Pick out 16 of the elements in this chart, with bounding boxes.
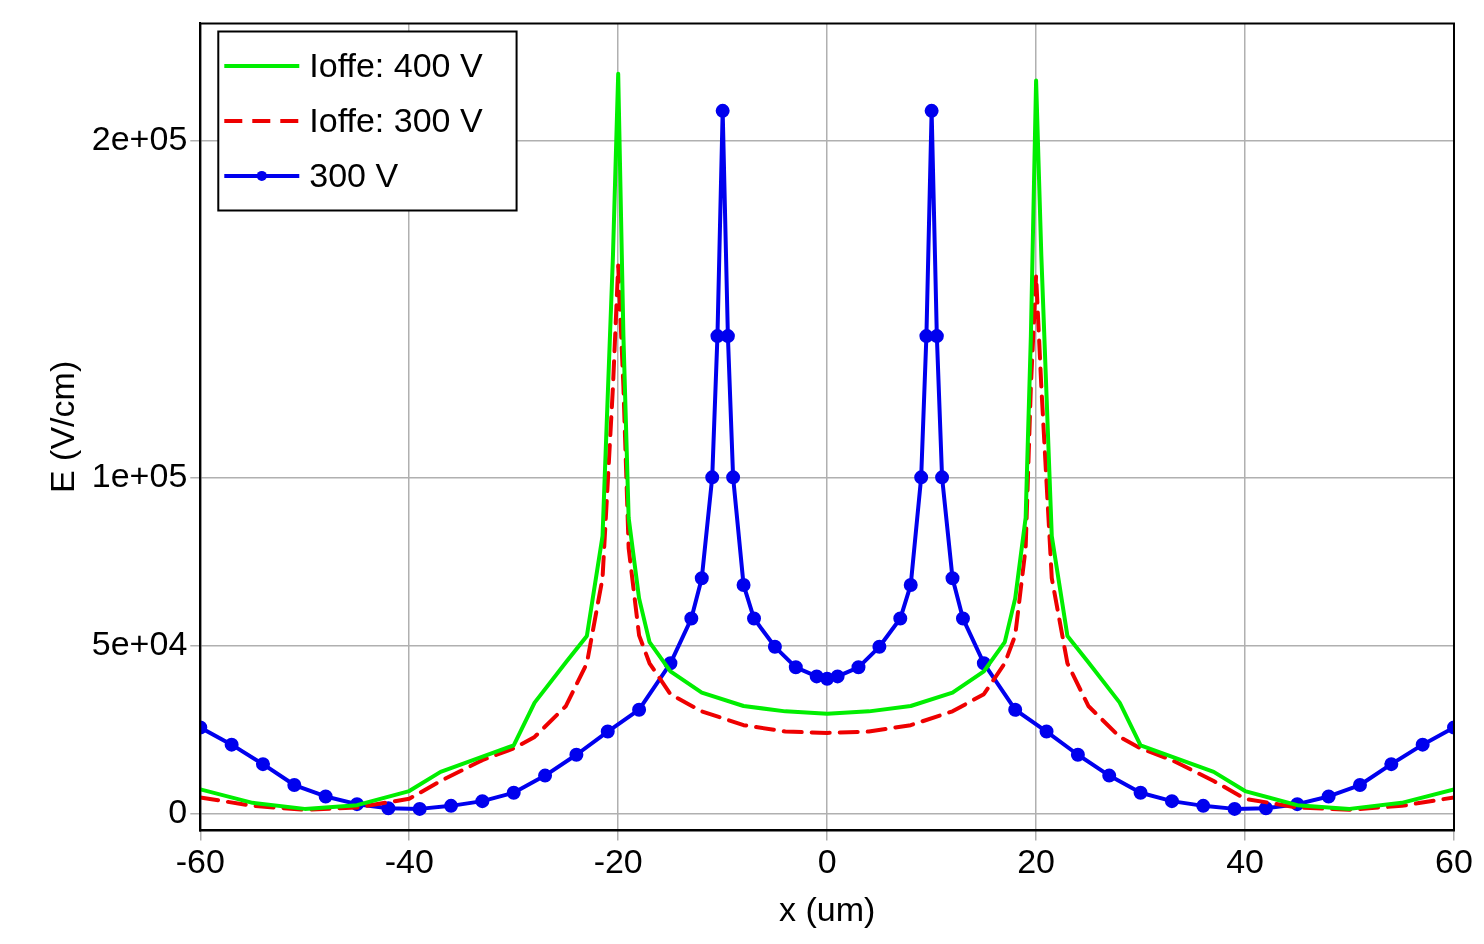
x-tick-label: -60: [175, 842, 225, 881]
x-tick-label: -40: [384, 842, 434, 881]
y-axis-title: E (V/cm): [42, 360, 81, 494]
legend-label: 300 V: [309, 156, 399, 195]
x-tick-label: 40: [1226, 842, 1264, 881]
x-tick-label: 20: [1017, 842, 1056, 881]
y-tick-label: 0: [168, 791, 188, 830]
y-tick-label: 5e+04: [91, 623, 188, 662]
legend-label: Ioffe: 300 V: [309, 101, 483, 140]
y-tick-label: 2e+05: [91, 119, 188, 158]
y-tick-label: 1e+05: [91, 455, 188, 494]
x-axis-title: x (um): [778, 889, 876, 928]
legend-label: Ioffe: 400 V: [309, 46, 483, 85]
x-tick-label: 60: [1435, 842, 1473, 881]
x-tick-label: 0: [817, 842, 837, 881]
x-tick-label: -20: [593, 842, 643, 881]
